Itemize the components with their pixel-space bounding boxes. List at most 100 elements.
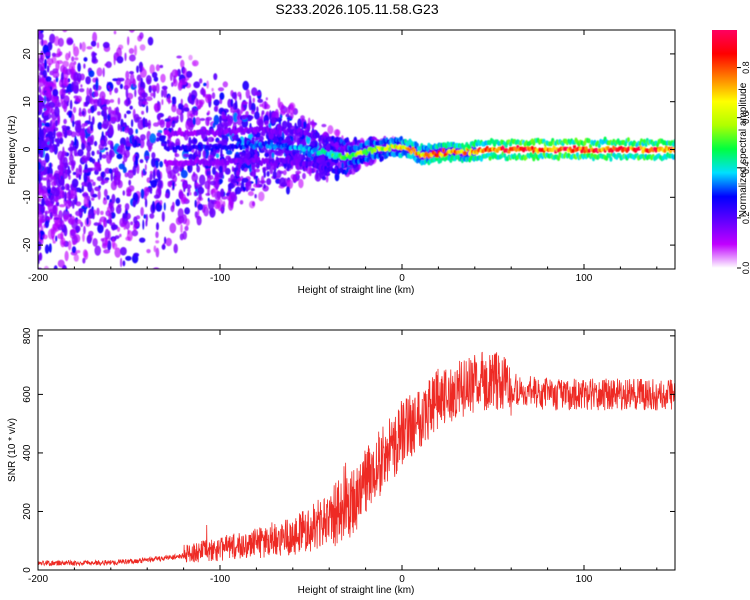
- heatmap-cell: [297, 158, 301, 164]
- heatmap-cell: [125, 136, 130, 147]
- heatmap-cell: [185, 184, 192, 189]
- heatmap-cell: [37, 19, 41, 29]
- heatmap-cell: [102, 67, 105, 78]
- heatmap-cell: [150, 179, 158, 188]
- heatmap-cell: [143, 186, 150, 197]
- heatmap-cell: [100, 98, 104, 106]
- heatmap-cell: [109, 99, 115, 103]
- heatmap-cell: [218, 208, 224, 212]
- heatmap-cell: [99, 151, 102, 161]
- heatmap-cell: [266, 178, 272, 186]
- heatmap-cell: [162, 87, 168, 98]
- heatmap-cell: [153, 90, 156, 99]
- heatmap-cell: [94, 245, 101, 256]
- heatmap-cell: [208, 143, 213, 148]
- heatmap-cell: [128, 48, 134, 54]
- heatmap-cell: [112, 78, 119, 82]
- heatmap-cell: [44, 58, 47, 70]
- heatmap-cell: [188, 192, 192, 196]
- heatmap-cell: [66, 101, 69, 107]
- heatmap-cell: [112, 168, 117, 173]
- colorbar-tick-label: 0.0: [741, 262, 750, 275]
- heatmap-cell: [91, 55, 97, 63]
- heatmap-cell: [92, 77, 97, 83]
- heatmap-cell: [82, 193, 89, 197]
- heatmap-cell: [45, 136, 50, 143]
- heatmap-cell: [52, 88, 59, 97]
- heatmap-cell: [122, 190, 126, 196]
- heatmap-cell: [231, 166, 234, 172]
- heatmap-cell: [47, 130, 54, 140]
- heatmap-cell: [147, 36, 154, 46]
- heatmap-cell: [103, 219, 106, 227]
- heatmap-cell: [399, 135, 403, 142]
- heatmap-cell: [139, 44, 146, 51]
- heatmap-cell: [78, 107, 82, 116]
- heatmap-cell: [251, 110, 255, 115]
- heatmap-cell: [130, 221, 134, 226]
- heatmap-cell: [155, 240, 160, 244]
- heatmap-cell: [44, 211, 48, 223]
- heatmap-cell: [63, 226, 68, 237]
- heatmap-cell: [256, 106, 259, 114]
- heatmap-cell: [68, 189, 71, 196]
- heatmap-cell: [63, 118, 67, 125]
- heatmap-cell: [153, 103, 160, 112]
- heatmap-cell: [72, 43, 76, 51]
- heatmap-cell: [609, 156, 613, 162]
- heatmap-cell: [120, 118, 124, 128]
- heatmap-cell: [112, 281, 118, 284]
- heatmap-cell: [641, 149, 645, 154]
- heatmap-cell: [96, 150, 100, 155]
- heatmap-cell: [149, 64, 155, 74]
- heatmap-cell: [161, 99, 164, 106]
- heatmap-cell: [173, 243, 178, 254]
- heatmap-cell: [236, 177, 242, 183]
- heatmap-cell: [61, 176, 65, 188]
- heatmap-cell: [264, 140, 268, 145]
- heatmap-cell: [160, 135, 167, 139]
- heatmap-cell: [73, 274, 75, 278]
- heatmap-cell: [56, 48, 61, 57]
- heatmap-cell: [441, 148, 446, 153]
- heatmap-cell: [145, 155, 150, 160]
- heatmap-cell: [663, 148, 667, 153]
- heatmap-cell: [136, 221, 140, 227]
- heatmap-cell: [82, 257, 86, 264]
- heatmap-cell: [73, 254, 79, 262]
- heatmap-cell: [160, 73, 166, 83]
- heatmap-cell: [75, 95, 82, 103]
- heatmap-cell: [41, 214, 45, 219]
- heatmap-cell: [139, 138, 145, 149]
- heatmap-cell: [38, 101, 43, 112]
- heatmap-cell: [91, 150, 95, 156]
- heatmap-cell: [294, 133, 299, 143]
- heatmap-cell: [122, 166, 127, 174]
- heatmap-cell: [269, 110, 272, 121]
- heatmap-cell: [264, 152, 270, 158]
- heatmap-cell: [195, 182, 199, 186]
- heatmap-cell: [72, 171, 77, 176]
- heatmap-cell: [75, 167, 79, 179]
- heatmap-cell: [65, 200, 71, 209]
- heatmap-cell: [58, 204, 66, 208]
- heatmap-cell: [74, 123, 82, 133]
- heatmap-cell: [186, 192, 190, 197]
- heatmap-cell: [93, 161, 98, 167]
- heatmap-cell: [78, 174, 82, 180]
- heatmap-cell: [57, 150, 64, 161]
- spectrogram-x-tick-label: 100: [576, 273, 593, 284]
- heatmap-cell: [109, 218, 112, 226]
- heatmap-cell: [118, 276, 123, 281]
- heatmap-cell: [143, 214, 147, 219]
- heatmap-cell: [169, 169, 176, 180]
- heatmap-cell: [91, 193, 98, 198]
- heatmap-cell: [199, 118, 206, 121]
- heatmap-cell: [217, 140, 222, 144]
- heatmap-cell: [73, 81, 79, 92]
- heatmap-cell: [57, 37, 64, 47]
- heatmap-cell: [105, 281, 108, 289]
- heatmap-cell: [44, 122, 51, 128]
- heatmap-cell: [141, 169, 144, 178]
- heatmap-cell: [251, 201, 256, 207]
